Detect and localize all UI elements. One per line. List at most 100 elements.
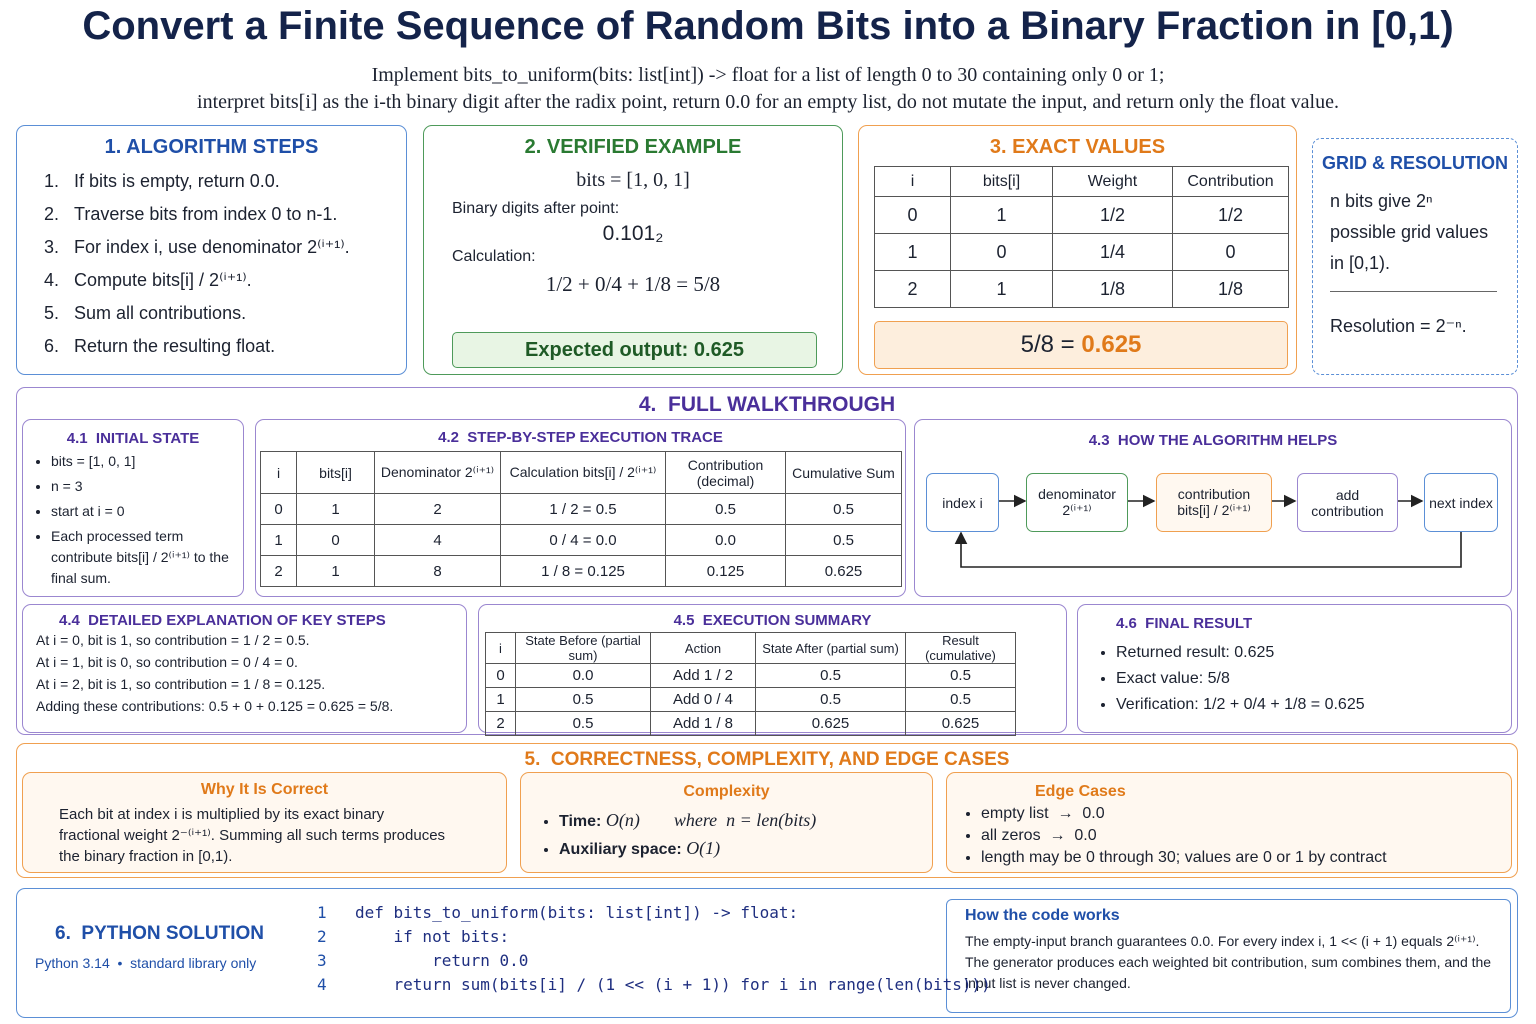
label: Binary digits after point: xyxy=(452,200,620,217)
sub-title: 4.4 DETAILED EXPLANATION OF KEY STEPS xyxy=(59,612,386,629)
explanation-line: At i = 1, bit is 0, so contribution = 0 … xyxy=(36,654,298,670)
explanation-panel: 4.4 DETAILED EXPLANATION OF KEY STEPS At … xyxy=(22,604,467,733)
step-text: Traverse bits from index 0 to n-1. xyxy=(74,204,338,224)
value: O(1) xyxy=(686,838,721,858)
code-line: 2 if not bits: xyxy=(317,927,509,946)
cell: 0.0 xyxy=(515,663,651,688)
flow-node: next index xyxy=(1424,473,1498,532)
table: i State Before (partial sum) Action State A… xyxy=(485,632,1016,736)
grid-panel: GRID & RESOLUTION n bits give 2ⁿ possibl… xyxy=(1312,138,1518,375)
list-item: start at i = 0 xyxy=(51,501,229,522)
cell: 0.5 xyxy=(905,663,1016,688)
cell: 0.125 xyxy=(665,555,786,587)
label: Time: xyxy=(559,813,602,830)
list-item: Auxiliary space: O(1) xyxy=(559,835,932,863)
final-panel: 4.6 FINAL RESULT Returned result: 0.625Ex… xyxy=(1077,604,1512,733)
cell: 1/4 xyxy=(1052,233,1173,271)
step: 5. Sum all contributions. xyxy=(44,303,406,324)
cell: 0.5 xyxy=(785,493,902,525)
step-number: 1. xyxy=(44,171,60,191)
line-number: 4 xyxy=(317,975,327,994)
cell: 2 xyxy=(874,270,951,308)
step-number: 2. xyxy=(44,204,60,224)
sub-title: 4.2 STEP-BY-STEP EXECUTION TRACE xyxy=(438,429,723,446)
cell: 0.5 xyxy=(905,687,1016,712)
sub-title: 4.1 INITIAL STATE xyxy=(66,430,200,447)
header-cell: Calculation bits[i] / 2⁽ⁱ⁺¹⁾ xyxy=(500,451,666,494)
explanation-line: At i = 0, bit is 1, so contribution = 1 … xyxy=(36,632,310,648)
list-item: length may be 0 through 30; values are 0… xyxy=(981,847,1511,869)
row: 0 1 1/2 1/2 xyxy=(874,196,1289,234)
cell: 0.625 xyxy=(785,555,902,587)
output-value: 0.625 xyxy=(693,339,744,361)
cell: 1/8 xyxy=(1172,270,1289,308)
header-cell: Cumulative Sum xyxy=(785,451,902,494)
cell: 0.5 xyxy=(515,711,651,736)
step-number: 4. xyxy=(44,270,60,290)
header-row: i State Before (partial sum) Action State A… xyxy=(485,632,1016,664)
list-item: all zeros → 0.0 xyxy=(981,825,1511,847)
header-row: i bits[i] Weight Contribution xyxy=(874,166,1289,197)
row: 2 1 1/8 1/8 xyxy=(874,270,1289,308)
title: Convert a Finite Sequence of Random Bits… xyxy=(82,4,1454,48)
cell: 0.5 xyxy=(785,524,902,556)
meta: Python 3.14 • standard library only xyxy=(35,955,257,971)
list-item: Verification: 1/2 + 0/4 + 1/8 = 0.625 xyxy=(1116,692,1511,718)
cell: 0 xyxy=(950,233,1053,271)
solution-panel: 6. PYTHON SOLUTION Python 3.14 • standar… xyxy=(16,888,1518,1018)
explanation-line: At i = 2, bit is 1, so contribution = 1 … xyxy=(36,676,326,692)
cell: Add 0 / 4 xyxy=(650,687,756,712)
step-number: 3. xyxy=(44,237,60,257)
code-line: 3 return 0.0 xyxy=(317,951,528,970)
code-line: 1 def bits_to_uniform(bits: list[int]) ->… xyxy=(317,903,798,922)
why-text: Each bit at index i is multiplied by its… xyxy=(59,806,446,865)
flow-node: add contribution xyxy=(1297,473,1398,532)
explanation-line: Adding these contributions: 0.5 + 0 + 0.… xyxy=(36,698,394,714)
header-cell: Contribution (decimal) xyxy=(665,451,786,494)
step: 6. Return the resulting float. xyxy=(44,336,406,357)
header-cell: bits[i] xyxy=(950,166,1053,197)
list-item: n = 3 xyxy=(51,476,229,497)
note: where n = len(bits) xyxy=(673,810,817,830)
complexity-panel: Complexity Time: O(n) where n = len(bits)… xyxy=(520,772,933,873)
result-value: 0.625 xyxy=(1081,331,1142,358)
cell: 1 xyxy=(260,524,297,556)
cell: 2 xyxy=(485,711,516,736)
output-label: Expected output: xyxy=(525,339,689,361)
step-number: 5. xyxy=(44,303,60,323)
panel-title: 3. EXACT VALUES xyxy=(989,136,1166,158)
header-cell: i xyxy=(874,166,951,197)
cell: 0.625 xyxy=(905,711,1016,736)
summary-panel: 4.5 EXECUTION SUMMARY i State Before (part… xyxy=(478,604,1067,736)
flow-panel: 4.3 HOW THE ALGORITHM HELPS index i denom… xyxy=(914,419,1512,597)
grid-text: n bits give 2ⁿ possible grid values in [… xyxy=(1330,191,1489,273)
step-text: For index i, use denominator 2⁽ⁱ⁺¹⁾. xyxy=(74,237,350,257)
cell: 1 xyxy=(296,493,375,525)
code-text: return 0.0 xyxy=(355,951,529,970)
step: 4. Compute bits[i] / 2⁽ⁱ⁺¹⁾. xyxy=(44,270,406,291)
flow-node: contribution bits[i] / 2⁽ⁱ⁺¹⁾ xyxy=(1156,473,1272,532)
section-title: 4. FULL WALKTHROUGH xyxy=(638,393,896,416)
list-item: bits = [1, 0, 1] xyxy=(51,451,229,472)
how-text: The empty-input branch guarantees 0.0. F… xyxy=(965,933,1492,991)
cell: 1 xyxy=(950,270,1053,308)
section-title: 6. PYTHON SOLUTION xyxy=(55,923,265,944)
row: 1 0.5 Add 0 / 4 0.5 0.5 xyxy=(485,687,1016,712)
subtitle-2: interpret bits[i] as the i-th binary dig… xyxy=(197,91,1339,113)
sub-title: 4.5 EXECUTION SUMMARY xyxy=(673,612,872,629)
header-cell: Denominator 2⁽ⁱ⁺¹⁾ xyxy=(374,451,501,494)
code-text: if not bits: xyxy=(355,927,510,946)
section-title: 5. CORRECTNESS, COMPLEXITY, AND EDGE CAS… xyxy=(524,749,1010,770)
header-cell: bits[i] xyxy=(296,451,375,494)
cell: 1 xyxy=(485,687,516,712)
digits: 0.101₂ xyxy=(602,222,664,245)
cell: Add 1 / 8 xyxy=(650,711,756,736)
result-left: 5/8 = xyxy=(1020,331,1075,358)
value: O(n) xyxy=(605,810,640,830)
header-cell: Weight xyxy=(1052,166,1173,197)
panel-title: GRID & RESOLUTION xyxy=(1321,153,1508,173)
exact-panel: 3. EXACT VALUES 5/8 = 0.625 i bits[i] Weig… xyxy=(858,125,1297,375)
